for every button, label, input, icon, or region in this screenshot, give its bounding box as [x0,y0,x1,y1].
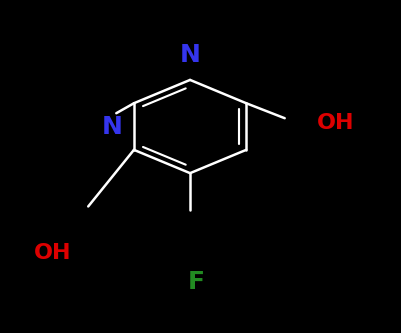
Text: OH: OH [317,113,354,133]
Text: N: N [102,115,123,139]
Text: F: F [188,270,205,294]
Text: N: N [180,43,200,67]
Text: OH: OH [33,243,71,263]
